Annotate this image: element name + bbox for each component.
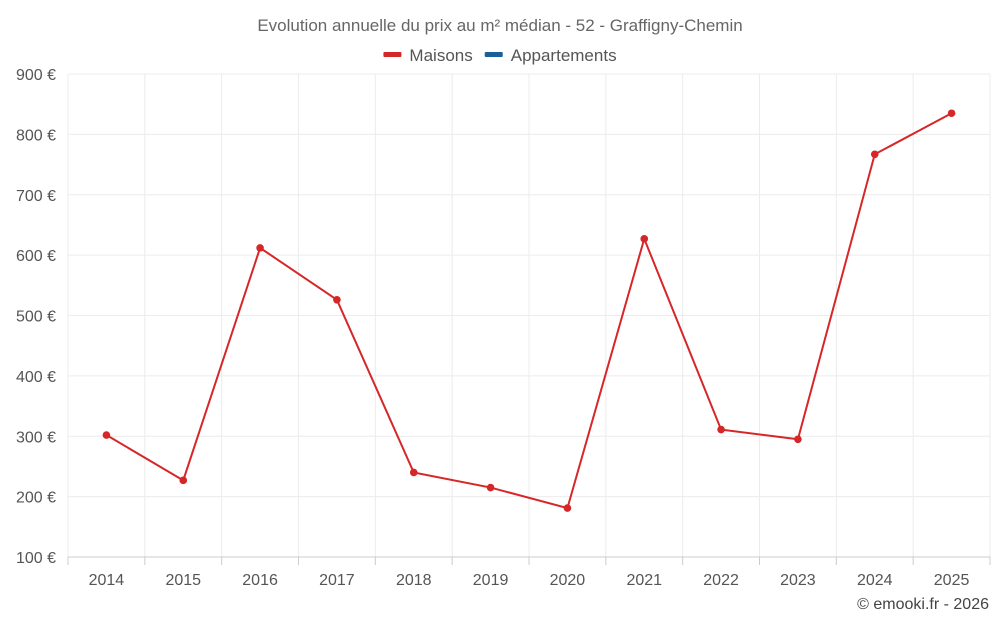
grid [67,73,991,557]
data-point[interactable] [563,504,572,512]
y-tick-label: 400 € [16,369,56,386]
data-point[interactable] [640,235,649,243]
legend-label: Appartements [511,46,617,65]
data-point[interactable] [870,150,879,159]
x-tick-label: 2021 [626,572,662,589]
y-tick-label: 100 € [16,550,56,567]
series [102,109,956,512]
data-point[interactable] [256,244,264,252]
x-axis-ticks: 2014 2015 2016 2017 2018 2019 2020 2021 2022 2023… [89,572,970,589]
data-point[interactable] [486,483,495,492]
x-tick-label: 2023 [780,572,816,589]
x-tick-label: 2018 [396,572,432,589]
data-point[interactable] [794,435,802,444]
legend-label: Maisons [409,46,472,65]
credit-label: © emooki.fr - 2026 [857,596,989,613]
x-tick-label: 2017 [319,572,355,589]
x-tick-label: 2024 [857,572,893,589]
y-axis-ticks: 100 € 200 € 300 € 400 € 500 € 600 € 700 € 800 €… [16,67,56,567]
chart-title: Evolution annuelle du prix au m² médian … [257,16,742,35]
x-tick-label: 2019 [473,572,509,589]
legend-item-maisons[interactable]: Maisons [383,46,473,65]
legend-swatch [484,52,503,57]
data-point[interactable] [717,425,725,434]
x-tick-label: 2022 [703,572,739,589]
x-tick-label: 2025 [934,572,970,589]
legend-swatch [383,52,402,57]
legend[interactable]: Maisons Appartements [383,46,617,65]
data-point[interactable] [333,296,341,304]
y-tick-label: 700 € [16,188,56,205]
x-tick-label: 2020 [550,572,586,589]
data-point[interactable] [947,109,956,118]
y-tick-label: 300 € [16,429,56,446]
x-tick-label: 2016 [242,572,278,589]
data-point[interactable] [179,476,188,485]
series-line-maisons [105,112,953,510]
y-tick-label: 200 € [16,490,56,507]
y-tick-label: 600 € [16,248,56,265]
data-point[interactable] [102,431,111,439]
axes [67,556,991,565]
y-tick-label: 500 € [16,309,56,326]
data-point[interactable] [409,468,418,477]
legend-item-appartements[interactable]: Appartements [484,46,617,65]
x-tick-label: 2014 [89,572,125,589]
y-tick-label: 900 € [16,67,56,84]
x-tick-label: 2015 [165,572,201,589]
y-tick-label: 800 € [16,127,56,144]
